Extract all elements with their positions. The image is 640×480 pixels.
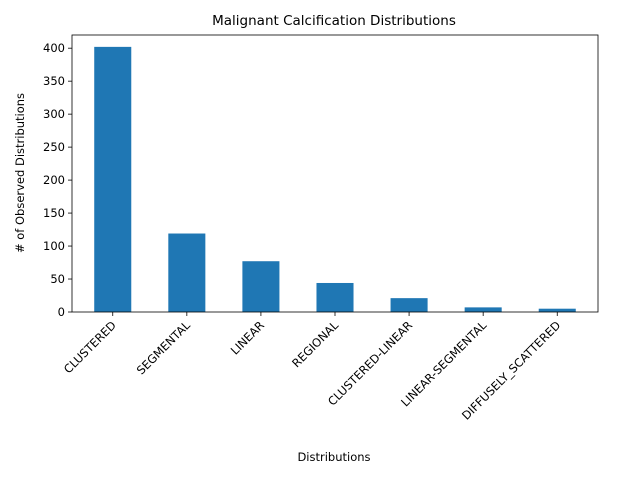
bar-segmental xyxy=(168,233,206,312)
bar-regional xyxy=(316,282,354,312)
y-tick-label: 50 xyxy=(50,272,65,286)
bars-group xyxy=(94,46,576,313)
y-tick-label: 400 xyxy=(43,41,65,55)
bar-clustered-linear xyxy=(390,298,428,312)
chart-title: Malignant Calcification Distributions xyxy=(212,13,456,29)
plot-frame xyxy=(71,34,599,313)
bar-linear-segmental xyxy=(464,307,502,312)
x-tick-label: REGIONAL xyxy=(289,318,341,370)
x-axis: CLUSTERED SEGMENTAL LINEAR REGIONALCLUSTERE… xyxy=(61,312,563,423)
y-tick-label: 200 xyxy=(43,173,65,187)
bar-linear xyxy=(242,261,280,312)
y-tick-label: 350 xyxy=(43,74,65,88)
bar-diffusely-scattered xyxy=(538,308,576,312)
x-axis-label: Distributions xyxy=(297,450,370,464)
y-tick-label: 100 xyxy=(43,239,65,253)
y-axis-label: # of Observed Distributions xyxy=(13,93,27,253)
y-tick-label: 250 xyxy=(43,140,65,154)
y-axis: 0 50 100 150 200 250 300 350 400 xyxy=(43,41,72,319)
y-tick-label: 300 xyxy=(43,107,65,121)
bar-clustered xyxy=(94,46,132,313)
y-tick-label: 150 xyxy=(43,206,65,220)
x-tick-label: CLUSTERED xyxy=(61,318,119,376)
x-tick-label: LINEAR xyxy=(228,318,267,357)
y-tick-label: 0 xyxy=(58,305,65,319)
x-tick-label: SEGMENTAL xyxy=(134,318,194,378)
